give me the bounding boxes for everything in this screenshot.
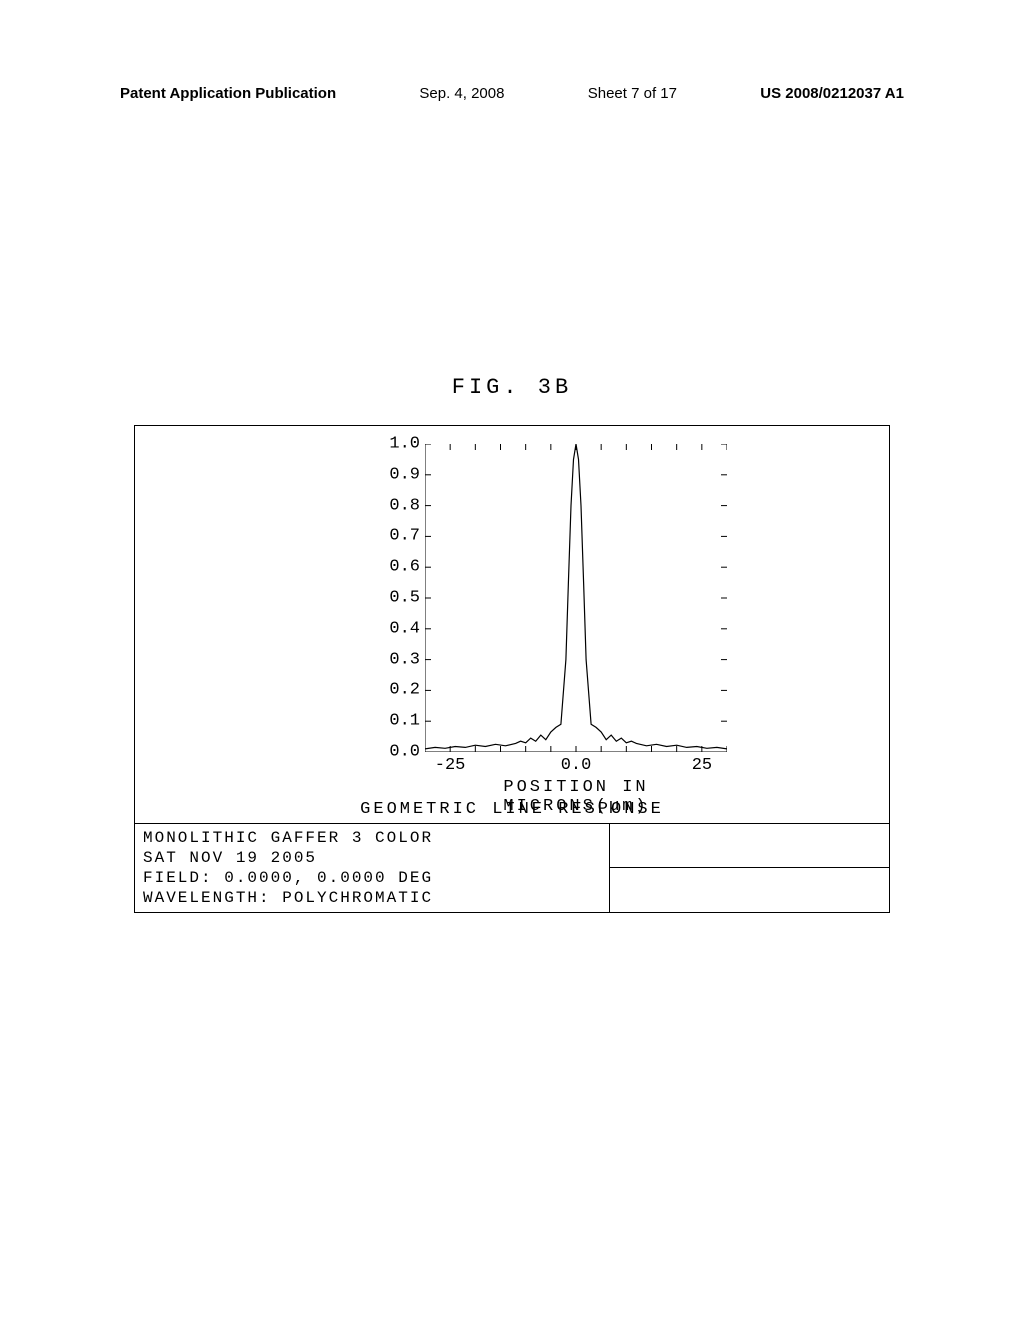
plot-region (425, 444, 727, 752)
page-header: Patent Application Publication Sep. 4, 2… (120, 85, 904, 102)
y-tick: 0.8 (389, 496, 420, 515)
x-tick: -25 (435, 756, 466, 775)
y-tick: 0.1 (389, 712, 420, 731)
figure-title: FIG. 3B (134, 375, 890, 400)
y-tick: 0.3 (389, 650, 420, 669)
y-axis-ticks: 1.0 0.9 0.8 0.7 0.6 0.5 0.4 0.3 0.2 0.1 … (360, 444, 420, 752)
y-tick: 0.0 (389, 743, 420, 762)
line-response-plot (425, 444, 727, 752)
y-tick: 0.7 (389, 527, 420, 546)
figure-box: 1.0 0.9 0.8 0.7 0.6 0.5 0.4 0.3 0.2 0.1 … (134, 425, 890, 913)
chart-area: 1.0 0.9 0.8 0.7 0.6 0.5 0.4 0.3 0.2 0.1 … (135, 426, 889, 824)
x-tick: 25 (692, 756, 712, 775)
info-line-2: SAT NOV 19 2005 (143, 848, 601, 868)
info-right-top-cell (610, 824, 889, 868)
y-tick: 0.4 (389, 619, 420, 638)
y-tick: 0.6 (389, 558, 420, 577)
y-tick: 0.2 (389, 681, 420, 700)
info-text-block: MONOLITHIC GAFFER 3 COLOR SAT NOV 19 200… (135, 824, 609, 912)
chart-subtitle: GEOMETRIC LINE RESPONSE (135, 800, 889, 819)
figure-container: FIG. 3B 1.0 0.9 0.8 0.7 0.6 0.5 0.4 0.3 … (134, 375, 890, 913)
y-tick: 0.9 (389, 465, 420, 484)
info-line-1: MONOLITHIC GAFFER 3 COLOR (143, 828, 601, 848)
info-line-3: FIELD: 0.0000, 0.0000 DEG (143, 868, 601, 888)
header-date: Sep. 4, 2008 (419, 85, 504, 102)
header-publication: Patent Application Publication (120, 85, 336, 102)
y-tick: 0.5 (389, 589, 420, 608)
x-tick: 0.0 (561, 756, 592, 775)
info-row: MONOLITHIC GAFFER 3 COLOR SAT NOV 19 200… (135, 824, 889, 912)
info-line-4: WAVELENGTH: POLYCHROMATIC (143, 888, 601, 908)
info-right-box (609, 824, 889, 912)
header-sheet: Sheet 7 of 17 (588, 85, 677, 102)
y-tick: 1.0 (389, 435, 420, 454)
header-pub-number: US 2008/0212037 A1 (760, 85, 904, 102)
